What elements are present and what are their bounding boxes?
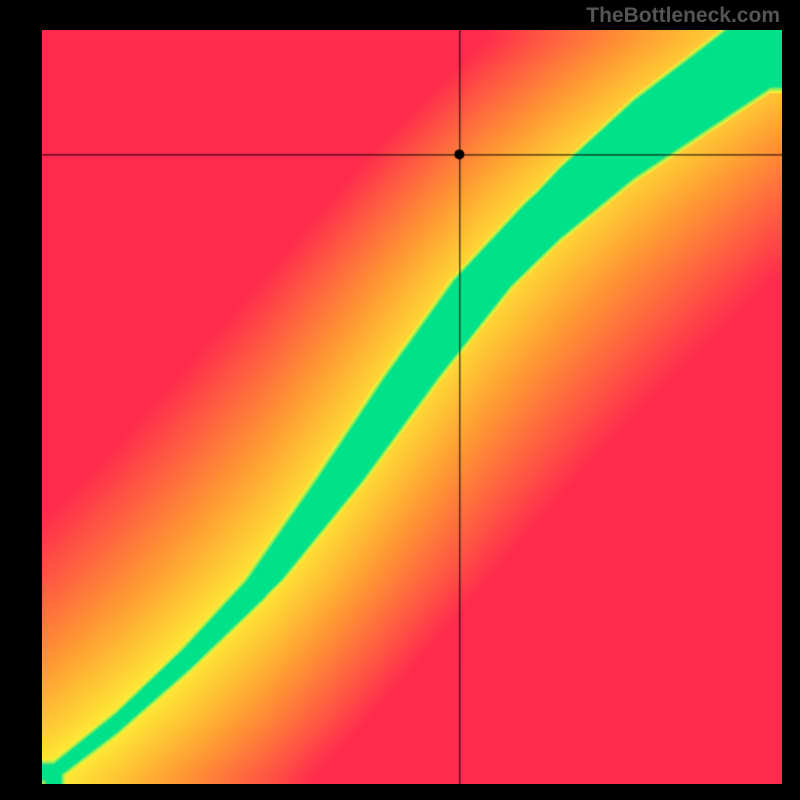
bottleneck-heatmap — [42, 30, 782, 784]
chart-container: TheBottleneck.com — [0, 0, 800, 800]
watermark-text: TheBottleneck.com — [586, 4, 780, 28]
